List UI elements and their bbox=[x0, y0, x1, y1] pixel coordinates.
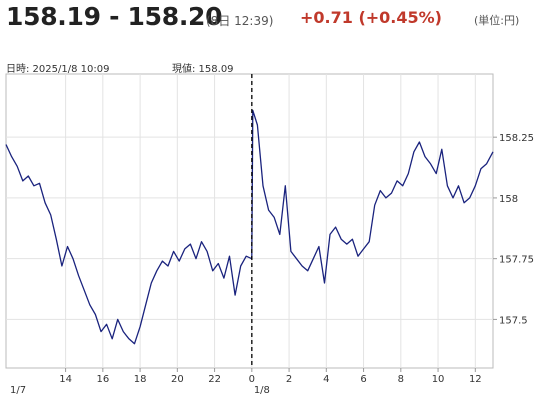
x-tick-label: 8 bbox=[398, 374, 404, 385]
price-change: +0.71 (+0.45%) bbox=[300, 8, 442, 27]
current-price: 158.19 - 158.20 bbox=[6, 2, 223, 31]
plot-area bbox=[5, 73, 494, 369]
x-tick-label: 18 bbox=[134, 374, 147, 385]
quote-timestamp: (8日 12:39) bbox=[206, 14, 274, 28]
price-chart[interactable]: 158.25 158 157.75 157.5 14 16 18 20 22 0 2 4 6 8 10 12 1… bbox=[0, 70, 542, 400]
x-tick-label: 10 bbox=[432, 374, 445, 385]
y-tick-label: 158.25 bbox=[499, 133, 534, 144]
axis-layer: 158.25 158 157.75 157.5 14 16 18 20 22 0 2 4 6 8 10 12 1… bbox=[10, 133, 534, 396]
x-tick-label: 2 bbox=[286, 374, 292, 385]
x-tick-label: 0 bbox=[249, 374, 255, 385]
x-tick-label: 4 bbox=[323, 374, 329, 385]
y-tick-label: 158 bbox=[499, 194, 518, 205]
date-label: 1/7 bbox=[10, 385, 26, 396]
y-tick-label: 157.75 bbox=[499, 255, 534, 266]
x-tick-label: 6 bbox=[360, 374, 366, 385]
x-tick-label: 14 bbox=[59, 374, 72, 385]
x-tick-label: 16 bbox=[96, 374, 109, 385]
date-label: 1/8 bbox=[254, 385, 270, 396]
hover-datetime: 日時: 2025/1/8 10:09 bbox=[6, 64, 110, 75]
x-tick-label: 22 bbox=[208, 374, 221, 385]
x-tick-label: 20 bbox=[171, 374, 184, 385]
price-unit: (単位:円) bbox=[474, 14, 520, 27]
y-tick-label: 157.5 bbox=[499, 315, 528, 326]
x-tick-label: 12 bbox=[469, 374, 482, 385]
hover-price: 現値: 158.09 bbox=[172, 64, 234, 75]
quote-header: 158.19 - 158.20 (8日 12:39) +0.71 (+0.45%… bbox=[6, 2, 536, 36]
